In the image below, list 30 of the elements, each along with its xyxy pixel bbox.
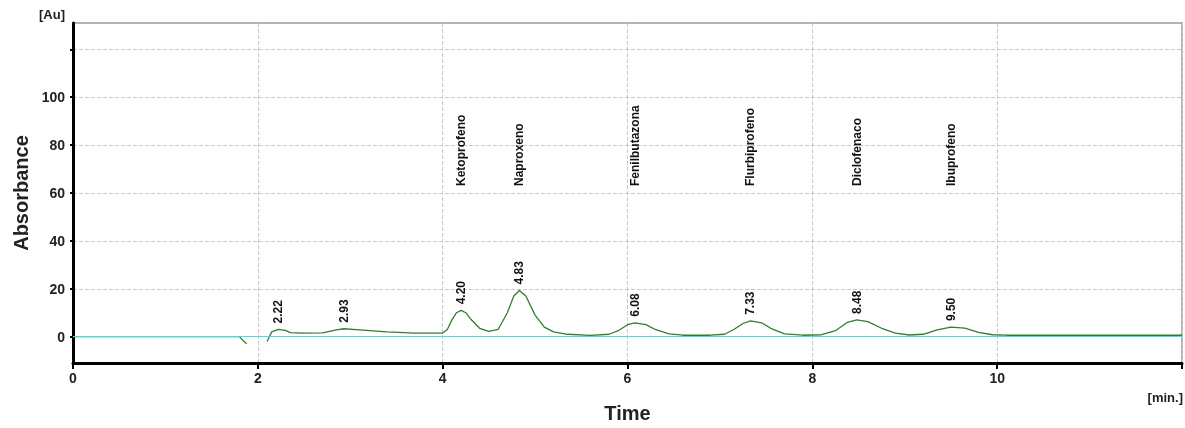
text: [Au] <box>39 6 65 22</box>
annotation: 4.83 <box>512 260 527 285</box>
annotation: Naproxeno <box>512 123 527 186</box>
x-tick-label: 6 <box>623 370 632 386</box>
y-tick-label: 0 <box>57 328 66 345</box>
x-tick-label: 0 <box>69 370 78 386</box>
y-tick-label: 60 <box>49 185 66 201</box>
annotation: 9.50 <box>943 297 958 322</box>
annotation: Fenilbutazona <box>627 105 642 186</box>
annotation: 8.48 <box>849 290 864 314</box>
annotation: Ketoprofeno <box>454 114 469 186</box>
x-tick-label: 8 <box>808 370 817 386</box>
annotation: 2.93 <box>336 299 351 323</box>
annotation: Flurbiprofeno <box>743 108 758 186</box>
annotation: 6.08 <box>627 293 642 317</box>
y-tick-label: 20 <box>49 280 66 297</box>
y-tick-label: 100 <box>41 89 66 106</box>
x-axis-title: Time <box>604 402 651 424</box>
annotation: 4.20 <box>454 280 469 305</box>
y-axis-title: Absorbance <box>9 135 32 251</box>
annotation: 7.33 <box>743 291 758 315</box>
x-tick-label: 2 <box>253 370 262 386</box>
y-tick-label: 80 <box>49 137 66 154</box>
x-tick-label: 4 <box>438 370 447 386</box>
x-tick-label: 10 <box>989 370 1006 386</box>
annotation: Diclofenaco <box>849 117 864 186</box>
annotation: 2.22 <box>271 299 286 324</box>
y-tick-label: 40 <box>49 232 66 249</box>
text: [min.] <box>1147 389 1183 405</box>
annotation: Ibuprofeno <box>943 123 958 186</box>
